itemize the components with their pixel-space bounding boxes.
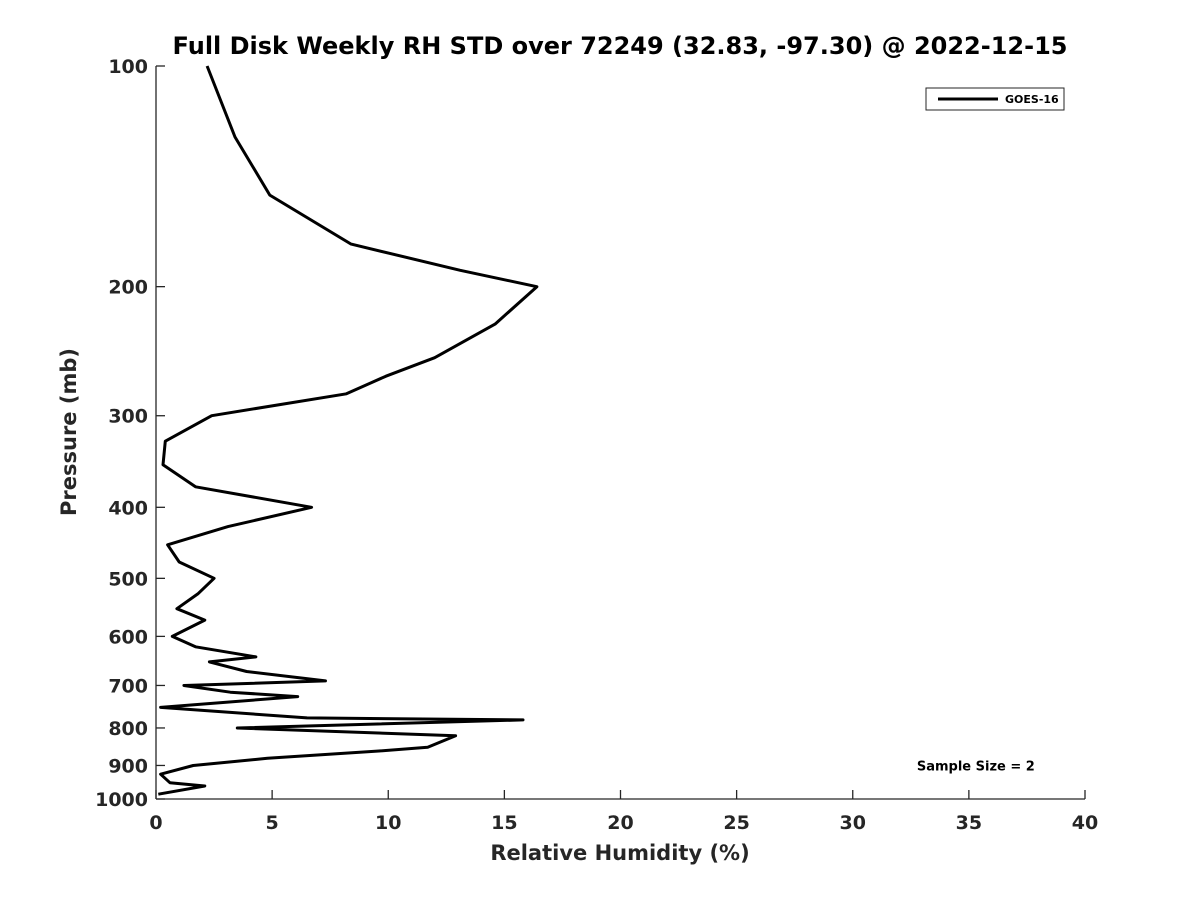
y-tick-label: 600 <box>108 626 148 648</box>
x-axis-ticks: 0 5 10 15 20 25 30 35 40 <box>149 790 1098 834</box>
y-axis-label: Pressure (mb) <box>57 348 81 516</box>
x-tick-label: 15 <box>491 812 517 834</box>
y-tick-label: 700 <box>108 675 148 697</box>
x-tick-label: 25 <box>723 812 749 834</box>
y-tick-label: 300 <box>108 406 148 428</box>
y-tick-label: 100 <box>108 56 148 78</box>
x-tick-label: 20 <box>607 812 633 834</box>
x-tick-label: 0 <box>149 812 162 834</box>
series-line-goes16 <box>158 65 539 796</box>
x-tick-label: 30 <box>840 812 866 834</box>
legend-label-goes16: GOES-16 <box>1005 93 1059 106</box>
x-tick-label: 10 <box>375 812 401 834</box>
x-tick-label: 35 <box>956 812 982 834</box>
y-tick-label: 400 <box>108 497 148 519</box>
x-tick-label: 40 <box>1072 812 1098 834</box>
y-tick-label: 1000 <box>95 789 148 811</box>
x-tick-label: 5 <box>266 812 279 834</box>
y-tick-label: 800 <box>108 718 148 740</box>
legend: GOES-16 <box>925 87 1065 111</box>
plot-area: 0 5 10 15 20 25 30 35 40 100 200 300 400 500 600 700 80… <box>95 56 1098 834</box>
x-axis-label: Relative Humidity (%) <box>490 841 749 865</box>
chart-title: Full Disk Weekly RH STD over 72249 (32.8… <box>173 32 1068 60</box>
sample-size-annotation: Sample Size = 2 <box>917 759 1035 774</box>
y-axis-ticks: 100 200 300 400 500 600 700 800 900 1000 <box>95 56 165 811</box>
y-tick-label: 200 <box>108 277 148 299</box>
y-tick-label: 500 <box>108 568 148 590</box>
y-tick-label: 900 <box>108 755 148 777</box>
